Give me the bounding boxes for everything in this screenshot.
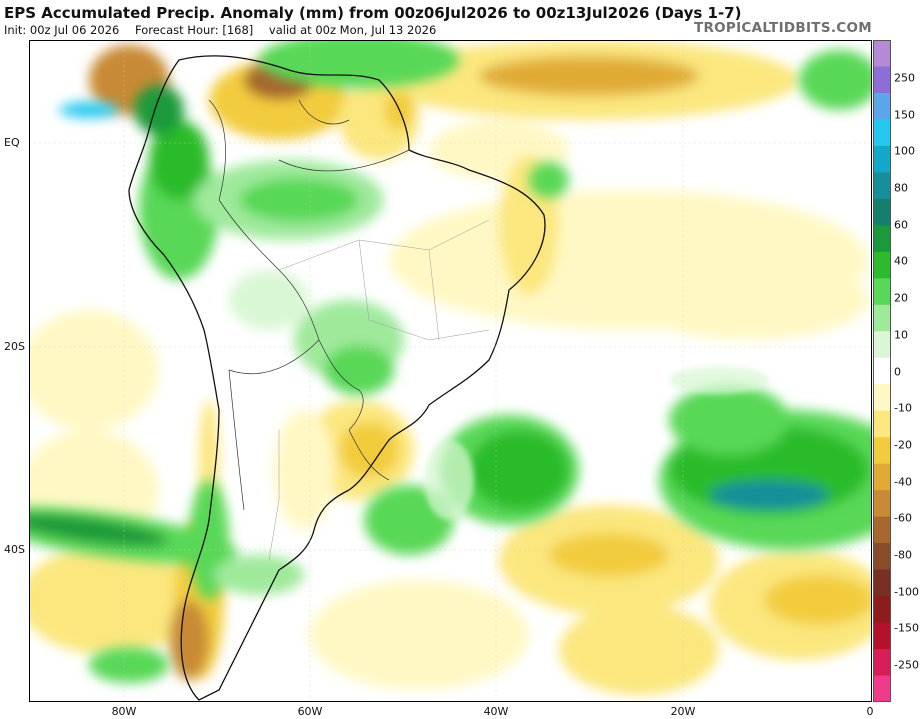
lon-label-40w: 40W — [483, 705, 509, 718]
colorbar-swatch — [873, 251, 891, 279]
colorbar-tick-label: 250 — [894, 71, 915, 85]
map-frame — [29, 40, 872, 702]
south-america-coastline — [128, 55, 546, 701]
lon-label-80w: 80W — [111, 705, 137, 718]
colorbar-tick-label: 0 — [894, 365, 901, 378]
lon-label-20w: 20W — [670, 705, 696, 718]
state-borders — [268, 219, 490, 561]
colorbar-swatch — [873, 622, 891, 650]
init-time: Init: 00z Jul 06 2026 — [4, 23, 120, 37]
colorbar-swatch — [873, 172, 891, 200]
colorbar-swatch — [873, 119, 891, 147]
colorbar-tick-label: -150 — [894, 621, 919, 635]
colorbar-swatch — [873, 66, 891, 94]
lat-label-eq: EQ — [4, 136, 20, 149]
light-wet-haze — [424, 366, 769, 520]
wet-anomaly-regions — [29, 40, 872, 683]
colorbar-swatch — [873, 569, 891, 597]
colorbar-tick-label: -250 — [894, 658, 919, 672]
colorbar-swatch — [873, 40, 891, 67]
colorbar-tick-label: 100 — [894, 144, 915, 158]
colorbar-swatch — [873, 410, 891, 438]
colorbar-swatch — [873, 92, 891, 120]
forecast-hour: Forecast Hour: [168] — [134, 23, 254, 37]
lat-label-20s: 20S — [4, 340, 25, 353]
colorbar-swatch — [873, 145, 891, 173]
colorbar-swatch — [873, 463, 891, 491]
valid-time: valid at 00z Mon, Jul 13 2026 — [268, 23, 437, 37]
colorbar-tick-label: 40 — [894, 254, 908, 268]
colorbar-swatch — [873, 543, 891, 571]
colorbar-tick-label: -40 — [894, 475, 912, 489]
colorbar-tick-label: 20 — [894, 291, 908, 305]
colorbar-swatch — [873, 675, 891, 702]
colorbar-tick-label: -100 — [894, 585, 919, 599]
colorbar-swatch — [873, 516, 891, 544]
colorbar-swatch — [873, 437, 891, 465]
colorbar-swatch — [873, 490, 891, 518]
colorbar-swatch — [873, 198, 891, 226]
brand-watermark: TROPICALTIDBITS.COM — [693, 20, 872, 36]
colorbar — [873, 40, 891, 702]
colorbar-swatch — [873, 278, 891, 306]
precip-anomaly-map — [29, 40, 872, 702]
colorbar-swatch — [873, 357, 891, 385]
colorbar-tick-label: -20 — [894, 438, 912, 452]
colorbar-frame — [873, 40, 891, 702]
colorbar-swatch — [873, 304, 891, 332]
colorbar-swatch — [873, 225, 891, 253]
colorbar-tick-label: 150 — [894, 108, 915, 122]
lon-label-0: 0 — [866, 705, 874, 718]
colorbar-tick-label: -60 — [894, 511, 912, 525]
colorbar-tick-label: 10 — [894, 328, 908, 342]
colorbar-swatch — [873, 384, 891, 412]
colorbar-tick-label: -80 — [894, 548, 912, 562]
colorbar-swatch — [873, 331, 891, 359]
colorbar-tick-label: -10 — [894, 401, 912, 415]
lat-label-40s: 40S — [4, 543, 25, 556]
map-title: EPS Accumulated Precip. Anomaly (mm) fro… — [4, 4, 742, 22]
graticule — [29, 40, 872, 702]
colorbar-swatch — [873, 596, 891, 624]
lon-label-60w: 60W — [297, 705, 323, 718]
colorbar-tick-label: 80 — [894, 181, 908, 195]
map-subtitle: Init: 00z Jul 06 2026 Forecast Hour: [16… — [4, 23, 448, 37]
colorbar-swatch — [873, 649, 891, 677]
colorbar-tick-label: 60 — [894, 218, 908, 232]
